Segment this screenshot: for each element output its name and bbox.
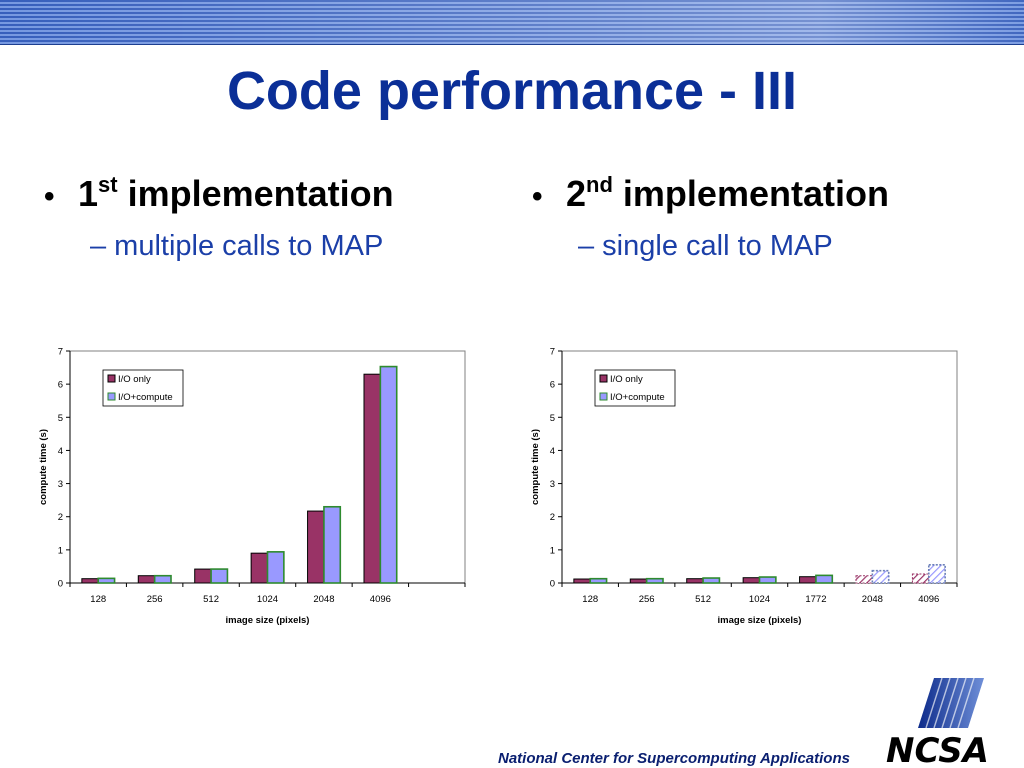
bullet1-number: 1 [78, 173, 99, 214]
y-tick-label: 5 [550, 413, 555, 424]
bar-io-only [855, 575, 873, 584]
bar-io-compute [702, 577, 721, 584]
y-tick-label: 1 [58, 545, 63, 556]
y-axis-title: compute time (s) [530, 429, 541, 505]
legend-label: I/O+compute [118, 392, 173, 403]
legend-label: I/O only [118, 374, 151, 385]
logo-mark-icon [918, 678, 984, 728]
header-band [0, 0, 1024, 45]
bullet2-subpoint: – single call to MAP [578, 230, 833, 262]
y-tick-label: 1 [550, 545, 555, 556]
x-tick-label: 2048 [313, 594, 334, 605]
bar-io-only [250, 552, 268, 584]
y-tick-label: 7 [550, 347, 555, 358]
bar-io-compute [589, 577, 608, 584]
bar-io-only [137, 575, 156, 584]
bullet-first-implementation: • 1st implementation [44, 172, 394, 215]
bar-io-only [629, 578, 648, 584]
y-tick-label: 5 [58, 413, 63, 424]
y-tick-label: 2 [58, 512, 63, 523]
x-tick-label: 4096 [370, 594, 391, 605]
legend-swatch-io-compute [599, 392, 608, 401]
bullet1-text: implementation [117, 173, 394, 214]
chart-first-implementation: 0 1 2 3 4 5 6 7 128 256 512 1024 2048 4096 image size … [38, 347, 466, 626]
y-tick-label: 7 [58, 347, 63, 358]
bar-io-only [363, 373, 381, 584]
footer-organization: National Center for Supercomputing Appli… [498, 750, 850, 767]
bar-io-compute [645, 577, 664, 584]
x-tick-label: 1024 [749, 594, 770, 605]
logo-text: NCSA [886, 731, 989, 768]
bullet-dot-icon: • [44, 180, 55, 213]
y-tick-label: 2 [550, 512, 555, 523]
bar-io-compute [758, 576, 777, 584]
bullet2-superscript: nd [586, 172, 613, 197]
bar-io-only [911, 573, 930, 584]
y-tick-label: 6 [58, 380, 63, 391]
x-axis-title: image size (pixels) [226, 615, 310, 626]
y-tick-label: 4 [550, 446, 555, 457]
bar-io-only [573, 578, 591, 584]
bar-io-compute [97, 577, 116, 584]
bar-io-compute [323, 505, 342, 584]
bar-io-compute [927, 563, 946, 584]
slide-title: Code performance - III [226, 61, 798, 121]
y-tick-label: 6 [550, 380, 555, 391]
bar-io-compute [871, 569, 890, 584]
bar-io-only [686, 578, 704, 584]
bar-io-compute [210, 568, 229, 584]
x-tick-label: 128 [582, 594, 598, 605]
bullet-dot-icon: • [532, 180, 543, 213]
legend-label: I/O+compute [610, 392, 665, 403]
chart-second-implementation: 0 1 2 3 4 5 6 7 128 256 512 1024 1772 2048 4096 image s… [530, 347, 958, 626]
x-tick-label: 128 [90, 594, 106, 605]
y-axis-title: compute time (s) [38, 429, 49, 505]
x-tick-label: 512 [695, 594, 711, 605]
x-axis-title: image size (pixels) [718, 615, 802, 626]
bullet2-number: 2 [566, 173, 587, 214]
bar-io-only [194, 568, 212, 584]
ncsa-logo: NCSA [886, 677, 989, 768]
y-tick-label: 0 [550, 579, 555, 590]
legend-box [594, 369, 676, 407]
legend-swatch-io-compute [107, 392, 116, 401]
legend-label: I/O only [610, 374, 643, 385]
bullet1-subpoint: – multiple calls to MAP [90, 230, 384, 262]
x-tick-label: 256 [147, 594, 163, 605]
y-tick-label: 0 [58, 579, 63, 590]
x-tick-label: 512 [203, 594, 219, 605]
bar-io-compute [266, 551, 285, 584]
bullet-second-implementation: • 2nd implementation [532, 172, 889, 215]
x-tick-label: 256 [639, 594, 655, 605]
y-tick-label: 4 [58, 446, 63, 457]
y-tick-label: 3 [550, 479, 555, 490]
legend-swatch-io-only [107, 374, 116, 383]
legend-swatch-io-only [599, 374, 608, 383]
legend-box [102, 369, 184, 407]
bar-io-only [799, 576, 817, 584]
bar-io-only [307, 510, 325, 584]
bar-io-only [742, 577, 760, 584]
bar-io-compute [153, 574, 172, 584]
bar-io-compute [815, 574, 834, 584]
bullet2-text: implementation [612, 173, 889, 214]
y-tick-label: 3 [58, 479, 63, 490]
x-tick-label: 4096 [918, 594, 939, 605]
x-tick-label: 2048 [862, 594, 883, 605]
x-tick-label: 1024 [257, 594, 278, 605]
bar-io-only [81, 578, 99, 584]
x-tick-label: 1772 [805, 594, 826, 605]
bar-io-compute [379, 365, 398, 584]
bullet1-superscript: st [98, 172, 118, 197]
